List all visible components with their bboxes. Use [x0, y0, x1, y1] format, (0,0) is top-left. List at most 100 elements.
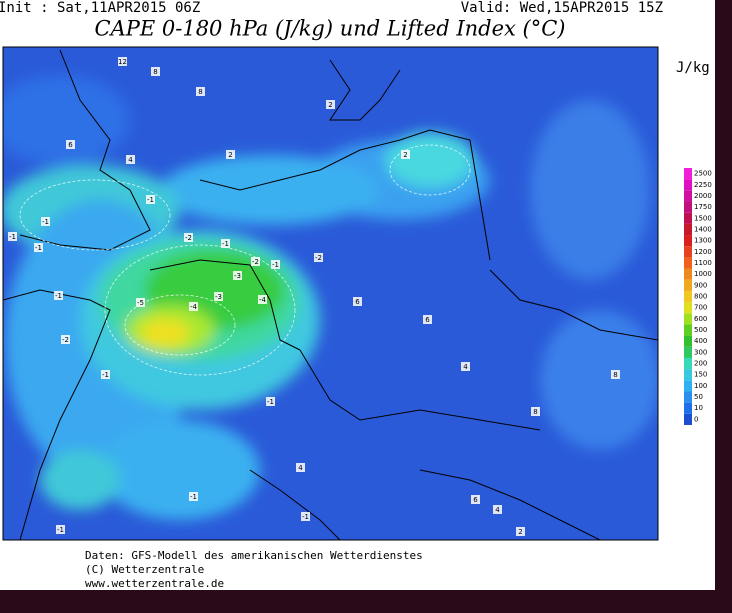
colorbar-label: 1100: [694, 259, 712, 267]
label-box: [189, 302, 198, 311]
colorbar-step: [684, 302, 692, 314]
lifted-index-label: -2: [315, 254, 322, 262]
colorbar-step: [684, 257, 692, 269]
colorbar-label: 50: [694, 393, 703, 401]
label-box: [189, 492, 198, 501]
lifted-index-label: -1: [42, 218, 49, 226]
colorbar-step: [684, 290, 692, 303]
label-box: [611, 370, 620, 379]
colorbar-label: 10: [694, 404, 703, 412]
lifted-index-label: -4: [259, 296, 267, 304]
colorbar-label: 600: [694, 315, 707, 323]
label-box: [401, 150, 410, 159]
lifted-index-label: 2: [518, 528, 522, 536]
valid-time: Valid: Wed,15APR2015 15Z: [461, 0, 663, 16]
lifted-index-label: -1: [102, 371, 109, 379]
label-box: [301, 512, 310, 521]
label-box: [151, 67, 160, 76]
lifted-index-label: -1: [190, 493, 197, 501]
label-box: [493, 505, 502, 514]
label-box: [118, 57, 127, 66]
colorbar-label: 1500: [694, 214, 712, 222]
lifted-index-label: -2: [62, 336, 69, 344]
lifted-index-label: 2: [403, 151, 407, 159]
colorbar-step: [684, 279, 692, 291]
colorbar-label: 1000: [694, 270, 712, 278]
lifted-index-label: -2: [252, 258, 259, 266]
label-box: [258, 295, 267, 304]
label-box: [314, 253, 323, 262]
lifted-index-label: -1: [272, 261, 279, 269]
label-box: [226, 150, 235, 159]
lifted-index-label: -1: [267, 398, 274, 406]
lifted-index-label: 4: [128, 156, 133, 164]
label-box: [531, 407, 540, 416]
colorbar-label: 1300: [694, 237, 712, 245]
label-box: [61, 335, 70, 344]
lifted-index-label: -1: [57, 526, 64, 534]
colorbar-step: [684, 380, 692, 392]
footer-line: www.wetterzentrale.de: [85, 577, 224, 590]
lifted-index-label: -2: [185, 234, 192, 242]
colorbar-label: 0: [694, 415, 698, 423]
colorbar-step: [684, 246, 692, 258]
label-box: [251, 257, 260, 266]
colorbar-step: [684, 335, 692, 347]
label-box: [101, 370, 110, 379]
legend-unit: J/kg: [676, 60, 710, 76]
lifted-index-label: -1: [9, 233, 16, 241]
label-box: [461, 362, 470, 371]
map: 12 8 8 6 4 2 -1 -1 -1 -1 -2 -1 -2 -3 -4 -5 -4 -3 -1 -2 -1 -2 -…: [3, 47, 658, 540]
label-box: [196, 87, 205, 96]
colorbar-step: [684, 413, 692, 425]
lifted-index-label: -1: [147, 196, 154, 204]
colorbar-step: [684, 235, 692, 247]
label-box: [471, 495, 480, 504]
lifted-index-label: 2: [328, 101, 332, 109]
lifted-index-label: 8: [533, 408, 537, 416]
label-box: [136, 298, 145, 307]
label-box: [271, 260, 280, 269]
colorbar-step: [684, 168, 692, 180]
colorbar-step: [684, 357, 692, 370]
colorbar-label: 2500: [694, 170, 712, 178]
lifted-index-label: -1: [35, 244, 42, 252]
colorbar-step: [684, 201, 692, 213]
colorbar-label: 200: [694, 360, 707, 368]
label-box: [146, 195, 155, 204]
label-box: [296, 463, 305, 472]
colorbar-label: 500: [694, 326, 707, 334]
footer-line: Daten: GFS-Modell des amerikanischen Wet…: [85, 549, 423, 562]
label-box: [184, 233, 193, 242]
lifted-index-label: 6: [473, 496, 478, 504]
label-box: [8, 232, 17, 241]
colorbar-step: [684, 179, 692, 191]
colorbar-label: 800: [694, 293, 707, 301]
lifted-index-label: 8: [198, 88, 202, 96]
colorbar-step: [684, 324, 692, 336]
lifted-index-label: -1: [222, 240, 229, 248]
colorbar-label: 400: [694, 337, 707, 345]
footer-line: (C) Wetterzentrale: [85, 563, 204, 576]
label-box: [516, 527, 525, 536]
colorbar-label: 1400: [694, 225, 712, 233]
colorbar-step: [684, 223, 692, 236]
colorbar-label: 150: [694, 371, 707, 379]
label-box: [34, 243, 43, 252]
colorbar-label: 100: [694, 382, 707, 390]
lifted-index-label: 12: [118, 58, 127, 66]
lifted-index-label: 4: [298, 464, 303, 472]
label-box: [126, 155, 135, 164]
colorbar-label: 1750: [694, 203, 712, 211]
label-box: [56, 525, 65, 534]
label-box: [214, 292, 223, 301]
label-box: [221, 239, 230, 248]
lifted-index-label: 8: [153, 68, 157, 76]
label-box: [54, 291, 63, 300]
lifted-index-label: 8: [613, 371, 617, 379]
map-frame: [2, 46, 659, 541]
colorbar: 0 10 50 100 150 200 300 400 500 600 700 800 900 1000 1…: [684, 168, 712, 425]
colorbar-step: [684, 369, 692, 381]
lifted-index-label: -5: [137, 299, 144, 307]
colorbar-label: 2250: [694, 181, 712, 189]
